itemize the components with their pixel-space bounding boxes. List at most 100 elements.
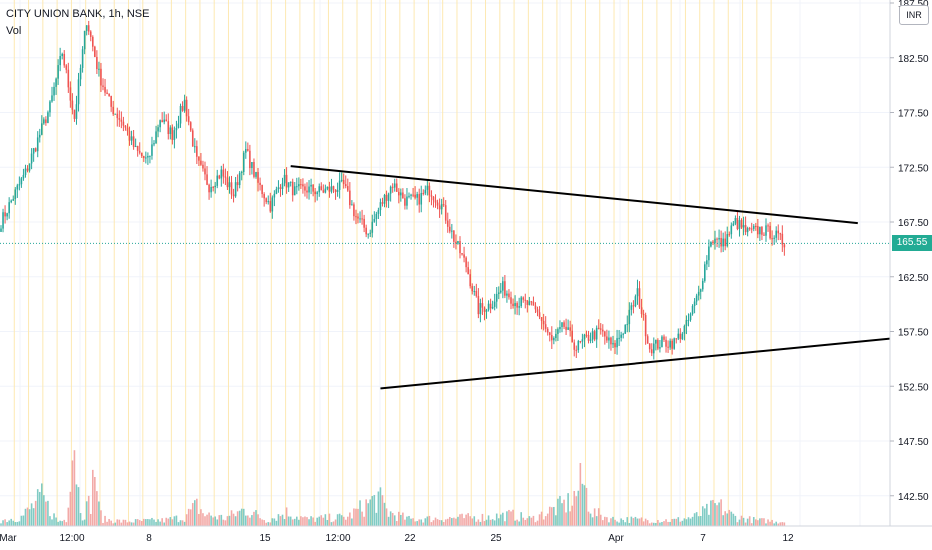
volume-bar: [720, 499, 722, 526]
candle-body: [597, 327, 600, 329]
candle-body: [742, 225, 745, 228]
candle-body: [722, 238, 724, 247]
candle-body: [10, 200, 12, 203]
candle-body: [336, 189, 339, 193]
candle-body: [589, 339, 592, 341]
volume-bar: [363, 516, 365, 526]
candle-body: [546, 328, 549, 333]
candle-body: [381, 202, 384, 204]
volume-bar: [24, 508, 27, 526]
candle-body: [483, 307, 486, 312]
candle-body: [32, 148, 35, 154]
volume-bar: [389, 511, 392, 526]
candle-body: [587, 335, 590, 341]
volume-bar: [724, 511, 726, 526]
candle-body: [98, 68, 100, 70]
candle-body: [561, 322, 563, 327]
volume-bar: [2, 520, 4, 526]
volume-bar: [704, 508, 706, 526]
currency-badge[interactable]: INR: [899, 5, 929, 25]
volume-bars: [0, 450, 786, 526]
candle-body: [81, 49, 84, 68]
candle-body: [699, 289, 702, 292]
symbol-title[interactable]: CITY UNION BANK, 1h, NSE: [6, 8, 150, 20]
volume-bar: [400, 514, 402, 526]
volume-bar: [96, 491, 98, 526]
volume-bar: [561, 503, 563, 526]
candle-body: [300, 184, 302, 186]
candle-body: [528, 301, 531, 305]
candle-body: [293, 186, 296, 196]
volume-bar: [330, 522, 333, 526]
volume-bar: [765, 523, 767, 526]
volume-bar: [512, 509, 514, 526]
candle-body: [361, 218, 363, 220]
volume-bar: [708, 514, 710, 526]
volume-bar: [226, 516, 229, 526]
volume-bar: [228, 515, 231, 526]
volume-bar: [697, 516, 700, 526]
candle-body: [208, 184, 210, 193]
candle-body: [87, 25, 90, 32]
candle-body: [726, 234, 729, 247]
volume-bar: [136, 519, 139, 526]
candle-body: [218, 175, 221, 179]
candle-body: [740, 220, 743, 228]
volume-bar: [593, 508, 596, 526]
candle-body: [20, 178, 23, 185]
volume-bar: [200, 509, 202, 526]
volume-bar: [718, 502, 720, 526]
volume-bar: [218, 515, 221, 526]
volume-bar: [387, 516, 390, 526]
volume-bar: [781, 522, 784, 526]
volume-bar: [710, 500, 712, 526]
volume-bar: [546, 513, 549, 526]
volume-bar: [114, 522, 117, 526]
volume-bar: [100, 510, 102, 526]
volume-bar: [434, 517, 437, 526]
volume-bar: [528, 516, 531, 526]
candle-body: [255, 172, 257, 177]
candle-body: [398, 191, 400, 196]
price-tick-label: 182.50: [898, 54, 929, 65]
candle-body: [16, 185, 19, 190]
volume-bar: [659, 522, 661, 526]
volume-bar: [361, 511, 363, 526]
time-tick-label: 12:00: [59, 533, 84, 544]
candle-body: [224, 176, 227, 178]
candle-body: [714, 238, 716, 243]
candle-body: [55, 78, 57, 87]
volume-bar: [734, 515, 737, 526]
volume-bar: [336, 514, 339, 526]
candle-body: [153, 143, 155, 145]
candle-body: [373, 218, 376, 222]
volume-indicator-label[interactable]: Vol: [6, 25, 22, 37]
candle-body: [106, 92, 108, 94]
volume-bar: [316, 517, 318, 526]
volume-bar: [377, 491, 380, 526]
price-axis[interactable]: 187.50182.50177.50172.50167.50162.50157.…: [889, 0, 932, 550]
volume-bar: [112, 523, 114, 526]
volume-bar: [555, 515, 557, 526]
volume-bar: [214, 516, 216, 526]
candle-body: [655, 339, 657, 344]
candle-body: [732, 223, 735, 226]
volume-bar: [43, 495, 45, 526]
time-axis[interactable]: Mar 12:00 8 15 12:00 22 25 Apr 7 12: [0, 525, 932, 550]
volume-bar: [79, 513, 82, 526]
volume-bar: [442, 522, 445, 526]
volume-bar: [414, 521, 416, 526]
volume-bar: [632, 518, 635, 526]
candle-body: [777, 230, 780, 234]
volume-bar: [451, 518, 453, 526]
candle-body: [269, 201, 272, 212]
candle-body: [689, 313, 692, 320]
candle-body: [330, 186, 333, 192]
volume-bar: [422, 522, 425, 526]
volume-bar: [485, 519, 488, 526]
volume-bar: [367, 503, 369, 526]
volume-bar: [446, 518, 449, 526]
trendlines[interactable]: [290, 165, 907, 390]
candle-body: [149, 155, 151, 157]
